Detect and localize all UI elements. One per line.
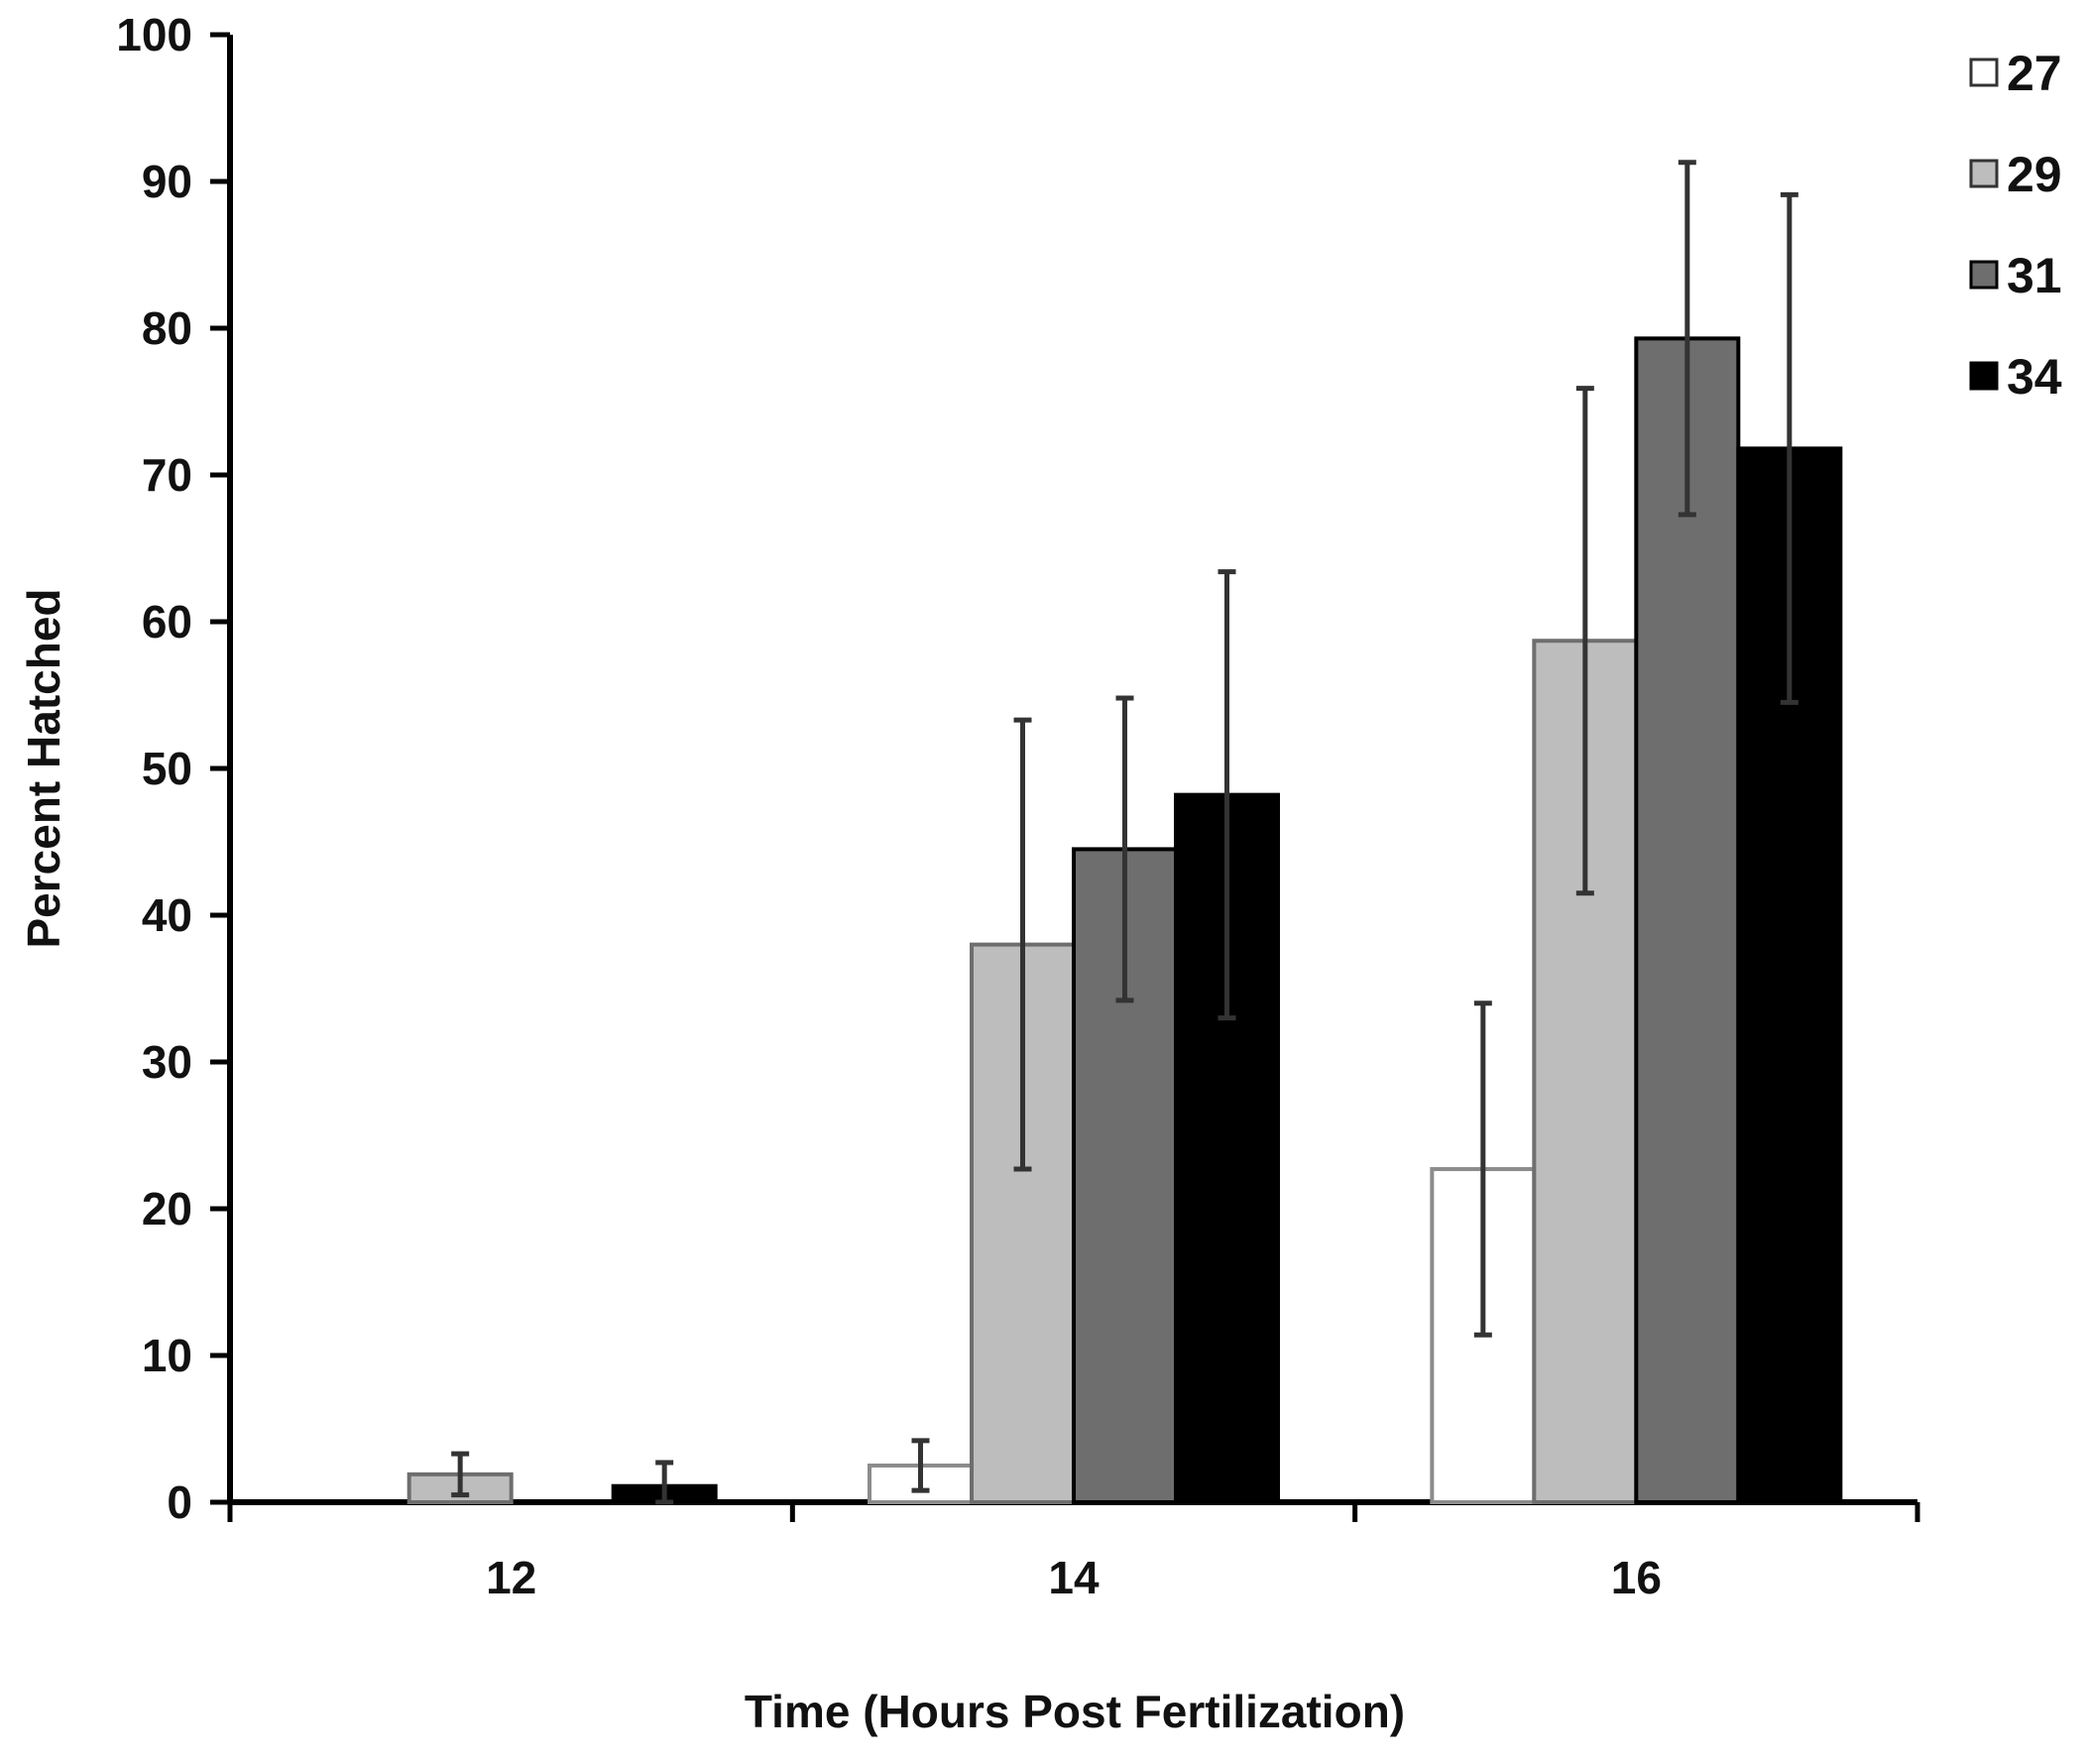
legend-label-27: 27 <box>2007 46 2062 101</box>
error-bar-27-16 <box>1473 1000 1492 1338</box>
error-bar-34-16 <box>1780 191 1798 705</box>
y-axis-title: Percent Hatched <box>18 588 69 948</box>
legend-label-34: 34 <box>2007 349 2062 405</box>
y-tick-label: 80 <box>142 302 192 354</box>
y-tick-label: 50 <box>142 743 192 794</box>
error-bar-29-12 <box>451 1451 470 1498</box>
x-tick-label: 12 <box>486 1552 536 1603</box>
y-tick-label: 30 <box>142 1036 192 1088</box>
legend-item-31: 31 <box>1969 248 2062 303</box>
legend-label-31: 31 <box>2007 248 2062 303</box>
y-tick-label: 70 <box>142 449 192 501</box>
legend-item-34: 34 <box>1969 349 2062 405</box>
legend-item-29: 29 <box>1969 147 2062 202</box>
legend-label-29: 29 <box>2007 147 2062 202</box>
error-bar-29-14 <box>1013 717 1032 1172</box>
legend-swatch-31 <box>1969 260 1999 290</box>
error-bar-27-14 <box>911 1438 930 1493</box>
error-bar-34-12 <box>655 1460 674 1505</box>
legend-swatch-29 <box>1969 159 1999 188</box>
error-bar-31-14 <box>1115 695 1134 1003</box>
y-tick-label: 10 <box>142 1330 192 1381</box>
legend: 27 29 31 34 <box>1969 46 2062 405</box>
y-ticks: 0 10 20 30 40 50 60 70 80 90 100 <box>116 9 230 1528</box>
y-tick-label: 90 <box>142 156 192 207</box>
error-bar-34-14 <box>1218 569 1236 1021</box>
x-tick-label: 16 <box>1611 1552 1662 1603</box>
y-tick-label: 20 <box>142 1183 192 1235</box>
legend-swatch-34 <box>1969 361 1999 391</box>
error-bar-29-16 <box>1575 386 1594 896</box>
x-ticks: 12 14 16 <box>227 1502 1920 1603</box>
y-tick-label: 60 <box>142 596 192 647</box>
x-axis-title: Time (Hours Post Fertilization) <box>745 1686 1405 1737</box>
error-bar-31-16 <box>1678 160 1696 518</box>
y-tick-label: 0 <box>167 1476 192 1528</box>
x-tick-label: 14 <box>1048 1552 1100 1603</box>
y-tick-label: 100 <box>116 9 192 60</box>
legend-swatch-27 <box>1969 58 1999 87</box>
y-tick-label: 40 <box>142 889 192 941</box>
legend-item-27: 27 <box>1969 46 2062 101</box>
error-bars <box>451 160 1798 1505</box>
